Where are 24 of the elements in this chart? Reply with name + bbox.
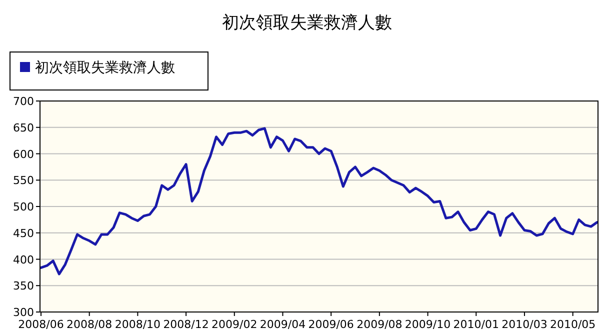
y-tick-label: 500 bbox=[13, 200, 34, 214]
y-tick-label: 450 bbox=[13, 226, 34, 240]
y-tick-label: 650 bbox=[13, 121, 34, 134]
x-tick-label: 2008/06 bbox=[18, 318, 64, 331]
x-tick-label: 2009/04 bbox=[260, 318, 306, 331]
x-tick-label: 2009/08 bbox=[356, 318, 402, 331]
y-tick-label: 600 bbox=[13, 148, 34, 161]
y-tick-label: 700 bbox=[13, 95, 34, 108]
line-series bbox=[40, 127, 598, 276]
x-tick-label: 2008/12 bbox=[163, 318, 209, 331]
x-tick-label: 2009/10 bbox=[404, 318, 451, 331]
x-tick-label: 2010/05 bbox=[550, 318, 596, 331]
x-tick-label: 2008/10 bbox=[114, 318, 161, 331]
x-tick-label: 2009/06 bbox=[308, 318, 354, 331]
legend-label: 初次領取失業救濟人數 bbox=[35, 60, 175, 76]
y-tick-label: 550 bbox=[13, 174, 34, 188]
chart-title: 初次領取失業救濟人數 bbox=[222, 13, 392, 33]
y-tick-label: 400 bbox=[13, 253, 34, 266]
x-tick-label: 2010/03 bbox=[502, 318, 548, 331]
x-tick-label: 2008/08 bbox=[66, 318, 112, 331]
y-tick-label: 300 bbox=[13, 306, 34, 319]
x-tick-label: 2010/01 bbox=[453, 318, 499, 331]
y-tick-label: 350 bbox=[13, 280, 34, 293]
x-tick-label: 2009/02 bbox=[212, 318, 258, 331]
